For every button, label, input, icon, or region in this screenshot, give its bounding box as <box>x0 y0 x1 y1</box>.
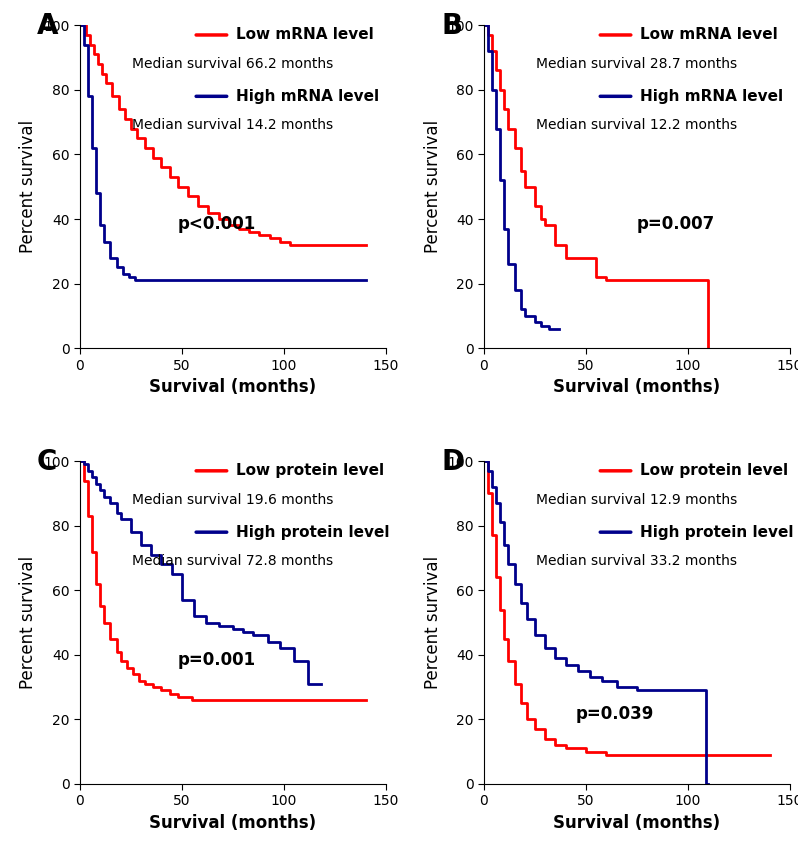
Text: Low protein level: Low protein level <box>640 464 788 478</box>
Text: Median survival 33.2 months: Median survival 33.2 months <box>536 554 737 568</box>
Text: Median survival 14.2 months: Median survival 14.2 months <box>132 118 334 132</box>
Text: p<0.001: p<0.001 <box>178 215 256 233</box>
Text: Median survival 66.2 months: Median survival 66.2 months <box>132 57 334 71</box>
Text: Median survival 28.7 months: Median survival 28.7 months <box>536 57 737 71</box>
Text: High protein level: High protein level <box>236 524 389 540</box>
Text: Median survival 72.8 months: Median survival 72.8 months <box>132 554 334 568</box>
X-axis label: Survival (months): Survival (months) <box>553 379 721 396</box>
Y-axis label: Percent survival: Percent survival <box>19 121 38 253</box>
Y-axis label: Percent survival: Percent survival <box>424 121 441 253</box>
Text: Median survival 12.2 months: Median survival 12.2 months <box>536 118 737 132</box>
X-axis label: Survival (months): Survival (months) <box>149 814 317 832</box>
Text: Low mRNA level: Low mRNA level <box>640 28 778 42</box>
Text: p=0.007: p=0.007 <box>637 215 715 233</box>
Text: B: B <box>441 13 462 40</box>
X-axis label: Survival (months): Survival (months) <box>553 814 721 832</box>
Text: High mRNA level: High mRNA level <box>640 89 783 104</box>
Text: C: C <box>37 448 57 476</box>
Text: A: A <box>37 13 58 40</box>
Text: p=0.039: p=0.039 <box>575 706 654 723</box>
Y-axis label: Percent survival: Percent survival <box>19 556 38 689</box>
Text: Median survival 19.6 months: Median survival 19.6 months <box>132 493 334 507</box>
Text: p=0.001: p=0.001 <box>178 651 256 668</box>
Text: Low mRNA level: Low mRNA level <box>236 28 373 42</box>
Text: Median survival 12.9 months: Median survival 12.9 months <box>536 493 737 507</box>
Y-axis label: Percent survival: Percent survival <box>424 556 441 689</box>
X-axis label: Survival (months): Survival (months) <box>149 379 317 396</box>
Text: D: D <box>441 448 464 476</box>
Text: High protein level: High protein level <box>640 524 793 540</box>
Text: Low protein level: Low protein level <box>236 464 384 478</box>
Text: High mRNA level: High mRNA level <box>236 89 379 104</box>
